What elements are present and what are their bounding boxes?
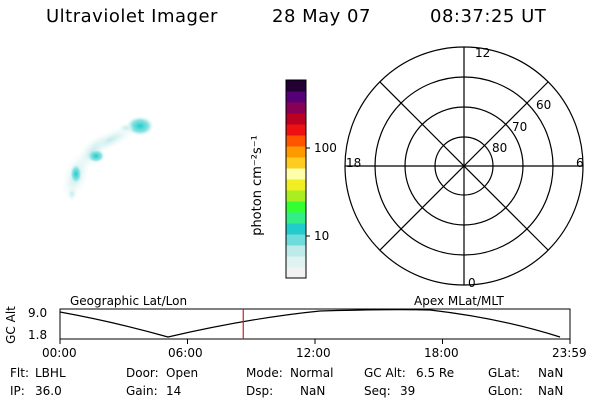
timeline-xtick-2: 12:00: [296, 346, 331, 360]
info-glat-value: NaN: [538, 366, 564, 380]
info-gain-value: 14: [166, 384, 182, 398]
polar-mlt-0: 0: [468, 276, 476, 290]
info-seq-label: Seq:: [364, 384, 391, 398]
timeline-right-title: Apex MLat/MLT: [414, 294, 504, 308]
colorbar-cell: [286, 124, 306, 136]
polar-lat-70: 70: [512, 120, 528, 134]
info-door-label: Door:: [126, 366, 159, 380]
colorbar-cell: [286, 212, 306, 224]
polar-lat-80: 80: [492, 141, 508, 155]
timeline-xtick-4: 23:59: [552, 346, 587, 360]
date-label: 28 May 07: [272, 6, 371, 27]
colorbar-cell: [286, 223, 306, 235]
colorbar-cell: [286, 256, 306, 268]
auroral-oval-emission: [61, 116, 154, 201]
colorbar-cell: [286, 146, 306, 158]
colorbar-cell: [286, 201, 306, 213]
timeline-ytick-top: 9.0: [28, 306, 48, 320]
colorbar-cell: [286, 91, 306, 103]
timeline-xtick-1: 06:00: [168, 346, 203, 360]
info-gcalt-value: 6.5 Re: [416, 366, 455, 380]
info-flt-label: Flt:: [10, 366, 29, 380]
colorbar-cell: [286, 102, 306, 114]
info-dsp-value: NaN: [300, 384, 326, 398]
colorbar-cell: [286, 168, 306, 180]
colorbar-cell: [286, 234, 306, 246]
info-gcalt-label: GC Alt:: [364, 366, 406, 380]
colorbar-unit-label: photon cm⁻²s⁻¹: [249, 135, 265, 236]
timeline-yaxis-label: GC Alt: [3, 306, 18, 344]
polar-mlt-6: 6: [576, 156, 584, 170]
colorbar-cell: [286, 245, 306, 257]
altitude-curve: [59, 309, 561, 338]
info-ip-label: IP:: [10, 384, 25, 398]
colorbar-cell: [286, 179, 306, 191]
info-glon-value: NaN: [538, 384, 564, 398]
timeline-xtick-0: 00:00: [42, 346, 77, 360]
timeline-ytick-bottom: 1.8: [28, 328, 48, 342]
info-mode-value: Normal: [290, 366, 334, 380]
info-door-value: Open: [166, 366, 199, 380]
colorbar-tick-10: 10: [314, 229, 330, 243]
time-label: 08:37:25 UT: [430, 6, 547, 27]
info-dsp-label: Dsp:: [246, 384, 274, 398]
polar-mlt-12: 12: [475, 46, 491, 60]
colorbar-tick-100: 100: [314, 141, 337, 155]
info-seq-value: 39: [400, 384, 416, 398]
instrument-title: Ultraviolet Imager: [46, 6, 218, 27]
colorbar-cell: [286, 267, 306, 279]
info-flt-value: LBHL: [35, 366, 66, 380]
colorbar-cell: [286, 80, 306, 92]
colorbar-cell: [286, 190, 306, 202]
timeline-left-title: Geographic Lat/Lon: [70, 294, 188, 308]
colorbar-cell: [286, 135, 306, 147]
polar-mlt-18: 18: [346, 156, 362, 170]
info-glon-label: GLon:: [488, 384, 523, 398]
info-gain-label: Gain:: [126, 384, 158, 398]
colorbar-cell: [286, 157, 306, 169]
info-ip-value: 36.0: [35, 384, 62, 398]
timeline-xtick-3: 18:00: [424, 346, 459, 360]
colorbar-cell: [286, 113, 306, 125]
info-mode-label: Mode:: [246, 366, 283, 380]
polar-lat-60: 60: [536, 98, 552, 112]
info-glat-label: GLat:: [488, 366, 521, 380]
